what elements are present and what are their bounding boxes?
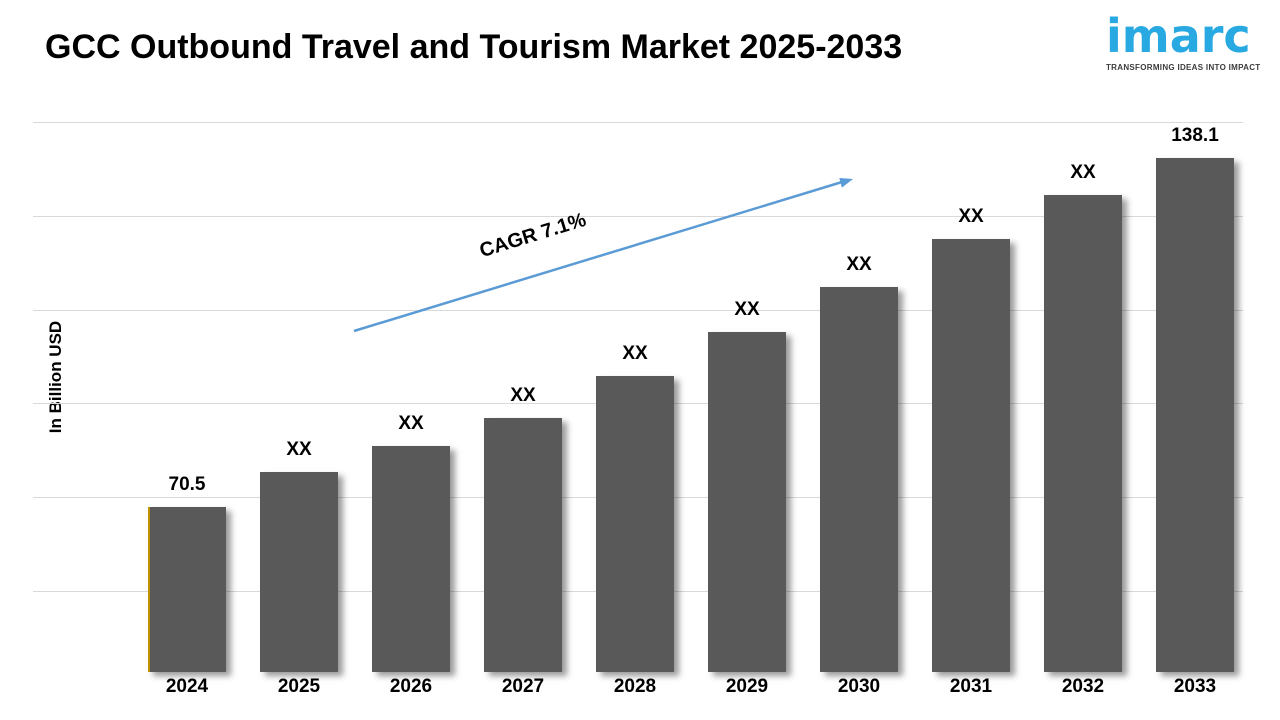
x-tick-2028: 2028: [613, 676, 657, 697]
imarc-logo-tagline: TRANSFORMING IDEAS INTO IMPACT: [1106, 63, 1261, 72]
bar-value-label-2026: XX: [398, 412, 424, 434]
x-tick-2027: 2027: [501, 676, 545, 697]
bar-value-label-2030: XX: [846, 254, 872, 276]
x-tick-2029: 2029: [725, 676, 769, 697]
x-tick-2025: 2025: [277, 676, 321, 697]
bar-value-label-2025: XX: [286, 439, 312, 461]
bar-2032: [1044, 194, 1122, 672]
x-tick-2031: 2031: [949, 676, 993, 697]
cagr-label: CAGR 7.1%: [477, 208, 589, 263]
bar-2030: [820, 287, 898, 672]
bar-2028: [596, 375, 674, 672]
x-tick-2033: 2033: [1173, 676, 1217, 697]
bar-value-label-2032: XX: [1070, 161, 1096, 183]
bar-value-label-2033: 138.1: [1171, 125, 1219, 147]
y-axis-label: In Billion USD: [46, 320, 65, 434]
bar-value-label-2029: XX: [734, 298, 760, 320]
gridline: [33, 122, 1243, 123]
bar-2033: [1156, 158, 1234, 672]
x-tick-2026: 2026: [389, 676, 433, 697]
bar-2026: [372, 445, 450, 672]
bar-value-label-2028: XX: [622, 342, 648, 364]
bar-2025: [260, 472, 338, 672]
bar-2029: [708, 331, 786, 672]
x-tick-2030: 2030: [837, 676, 881, 697]
bar-value-label-2031: XX: [958, 206, 984, 228]
imarc-logo: imarc TRANSFORMING IDEAS INTO IMPACT: [1106, 10, 1276, 72]
bar-2024: [148, 506, 226, 672]
bar-2027: [484, 418, 562, 672]
bar-2031: [932, 239, 1010, 672]
imarc-logo-wordmark: imarc: [1106, 9, 1251, 63]
x-tick-2032: 2032: [1061, 676, 1105, 697]
cagr-arrow-head: [839, 178, 853, 188]
chart-title: GCC Outbound Travel and Tourism Market 2…: [45, 28, 903, 66]
bar-value-label-2024: 70.5: [168, 473, 206, 495]
bar-value-label-2027: XX: [510, 385, 536, 407]
x-tick-2024: 2024: [165, 676, 209, 697]
